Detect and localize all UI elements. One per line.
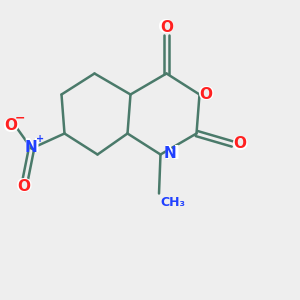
Text: N: N <box>164 146 176 160</box>
Text: O: O <box>233 136 247 152</box>
Text: O: O <box>158 18 175 38</box>
Text: +: + <box>36 134 44 144</box>
Text: O: O <box>198 85 214 104</box>
Text: N: N <box>164 143 180 163</box>
Text: O: O <box>200 87 213 102</box>
Text: O: O <box>4 118 18 134</box>
Text: O: O <box>17 179 31 194</box>
Text: −: − <box>14 111 25 124</box>
Text: N: N <box>23 137 40 157</box>
Text: CH₃: CH₃ <box>160 196 185 209</box>
Text: O: O <box>232 134 248 154</box>
Text: O: O <box>3 116 20 136</box>
Text: N: N <box>25 140 38 154</box>
Text: O: O <box>160 20 173 35</box>
Text: O: O <box>16 177 32 196</box>
